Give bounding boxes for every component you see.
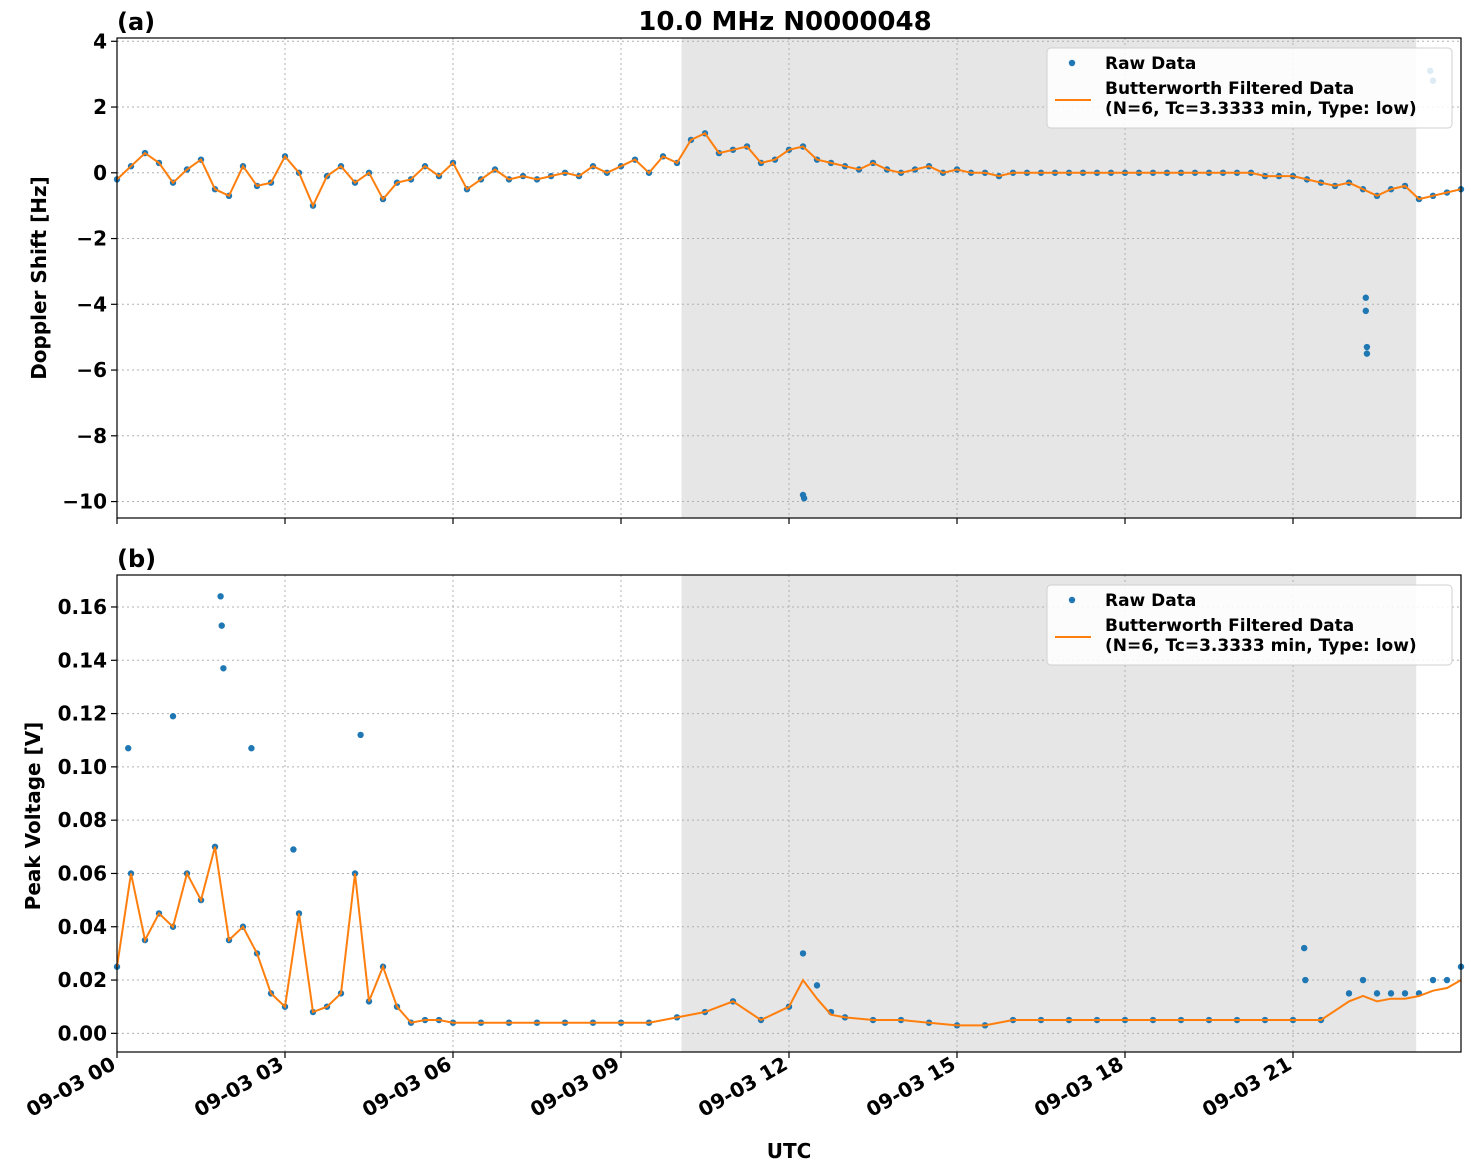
raw-data-point — [1401, 990, 1409, 997]
raw-data-point — [357, 731, 364, 739]
raw-data-point — [1363, 350, 1371, 357]
x-tick-label: 09-03 03 — [190, 1052, 288, 1122]
y-tick-label: 0.00 — [58, 1021, 107, 1045]
y-tick-label: 0.10 — [58, 755, 107, 779]
raw-data-point — [1373, 990, 1381, 997]
raw-data-point — [1443, 976, 1451, 984]
legend-filtered-label: (N=6, Tc=3.3333 min, Type: low) — [1105, 99, 1417, 119]
legend: Raw Data Butterworth Filtered Data(N=6, T… — [1046, 47, 1453, 129]
x-tick-label: 09-03 15 — [862, 1052, 960, 1122]
panel-a: (a) Doppler Shift [Hz] 4 2 0 −2 −4 −6 −8 −10 Raw… — [27, 8, 1465, 524]
legend-box — [1046, 47, 1453, 129]
x-tick-label: 09-03 18 — [1030, 1052, 1128, 1122]
legend-raw-marker — [1068, 596, 1076, 604]
raw-data-point — [248, 745, 255, 752]
y-tick-label: −6 — [76, 358, 107, 382]
raw-data-point — [1387, 990, 1395, 997]
raw-data-point — [169, 713, 177, 720]
y-tick-label: 0.08 — [58, 808, 107, 832]
panel-a-ylabel: Doppler Shift [Hz] — [27, 176, 51, 380]
filtered-data-line — [116, 846, 1462, 1027]
y-tick-label: 2 — [93, 95, 107, 119]
raw-data-point — [220, 665, 227, 672]
legend-filtered-label: Butterworth Filtered Data — [1105, 616, 1354, 636]
raw-data-point — [217, 593, 224, 600]
raw-data-point — [1363, 343, 1371, 351]
raw-data-point — [1362, 294, 1370, 301]
y-tick-label: 0.14 — [58, 648, 107, 672]
y-tick-label: −10 — [62, 490, 107, 514]
raw-data-point — [1429, 976, 1437, 984]
y-tick-label: 0.02 — [58, 968, 107, 992]
y-tick-label: 0.16 — [58, 595, 107, 619]
y-tick-label: 0 — [93, 161, 107, 185]
x-tick-label: 09-03 21 — [1198, 1052, 1296, 1122]
legend-raw-label: Raw Data — [1105, 54, 1196, 74]
y-tick-label: 4 — [93, 29, 107, 53]
panel-b: (b) Peak Voltage [V] 0.16 0.14 0.12 0.10 0.0… — [21, 545, 1465, 1122]
raw-data-point — [125, 745, 132, 752]
raw-data-point — [218, 622, 225, 629]
panel-b-ylabel: Peak Voltage [V] — [21, 722, 45, 911]
x-axis-label: UTC — [767, 1139, 812, 1163]
legend-raw-marker — [1068, 59, 1076, 67]
raw-data-point — [799, 950, 807, 957]
chart-title: 10.0 MHz N0000048 — [638, 7, 931, 37]
y-tick-label: 0.04 — [58, 915, 107, 939]
raw-data-point — [1345, 990, 1353, 997]
raw-data-point — [290, 846, 297, 853]
raw-data-point — [1362, 307, 1370, 315]
x-tick-label: 09-03 06 — [358, 1052, 456, 1122]
raw-data-point — [1301, 944, 1308, 952]
x-tick-label: 09-03 09 — [526, 1052, 624, 1122]
panel-b-label: (b) — [117, 545, 156, 573]
y-tick-label: −2 — [76, 227, 107, 251]
raw-data-point — [1302, 976, 1309, 984]
legend-box — [1046, 584, 1453, 666]
legend-filtered-label: Butterworth Filtered Data — [1105, 79, 1354, 99]
panel-a-label: (a) — [117, 8, 155, 36]
raw-data-point — [1359, 976, 1367, 984]
y-tick-label: −8 — [76, 424, 107, 448]
y-tick-label: 0.06 — [58, 861, 107, 885]
y-tick-label: 0.12 — [58, 702, 107, 726]
legend-raw-label: Raw Data — [1105, 591, 1196, 611]
raw-data-point — [813, 982, 821, 989]
x-tick-label: 09-03 12 — [694, 1052, 792, 1122]
legend: Raw Data Butterworth Filtered Data(N=6, T… — [1046, 584, 1453, 666]
legend-filtered-label: (N=6, Tc=3.3333 min, Type: low) — [1105, 636, 1417, 656]
filtered-data-line — [116, 132, 1462, 209]
y-tick-label: −4 — [76, 292, 107, 316]
raw-data-point — [800, 495, 808, 502]
x-tick-label: 09-03 00 — [22, 1052, 120, 1122]
